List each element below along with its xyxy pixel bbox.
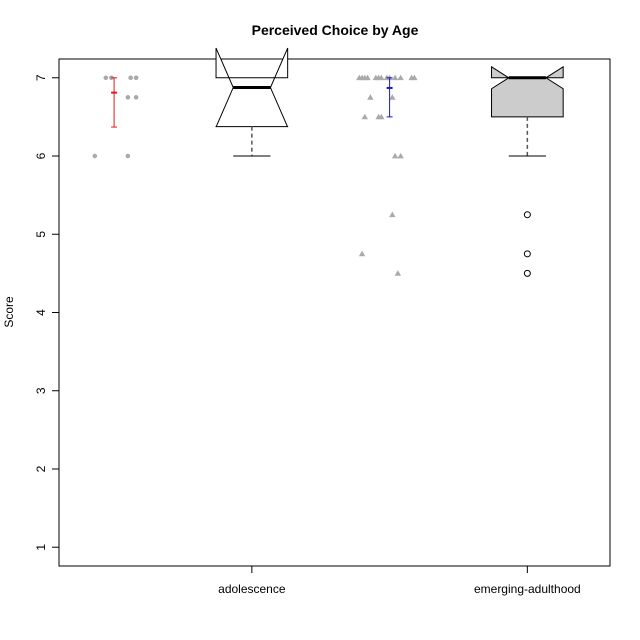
x-tick-label: emerging-adulthood [474,582,581,596]
y-tick-label: 7 [34,74,48,81]
jitter-point [397,74,404,81]
y-tick-label: 6 [34,152,48,159]
y-tick-label: 3 [34,387,48,394]
y-tick-label: 4 [34,309,48,316]
jitter-point [125,95,131,100]
x-tick-label: adolescence [218,582,286,596]
plot-layer: 1 2 3 4 5 6 7 adolescence emerging-adulthood [34,47,581,596]
jitter-point [364,74,371,81]
jitter-point [103,75,109,81]
y-axis-label: Score [2,296,16,328]
jitter-point [391,152,399,159]
jitter-point [378,74,385,81]
chart-title: Perceived Choice by Age [252,22,419,38]
jitter-point [378,113,385,120]
outlier-point [523,250,531,258]
y-tick-label: 2 [34,465,48,472]
jitter-point [133,75,139,81]
jitter-point [411,74,418,81]
jitter-point [128,75,133,81]
jitter-point [391,74,399,81]
jitter-point [361,113,369,120]
jitter-point [389,94,396,100]
jitter-point [92,153,98,159]
y-tick-label: 5 [34,231,48,238]
jitter-point [397,152,404,159]
outlier-point [523,269,531,277]
y-tick-label: 1 [34,544,48,551]
outlier-point [523,211,531,219]
jitter-point [367,94,374,100]
jitter-point [358,250,366,257]
jitter-point [394,270,402,276]
plot-frame [58,58,611,567]
jitter-point [389,211,396,218]
jitter-point [125,153,131,159]
box-body [491,65,564,118]
jitter-point [133,95,139,100]
